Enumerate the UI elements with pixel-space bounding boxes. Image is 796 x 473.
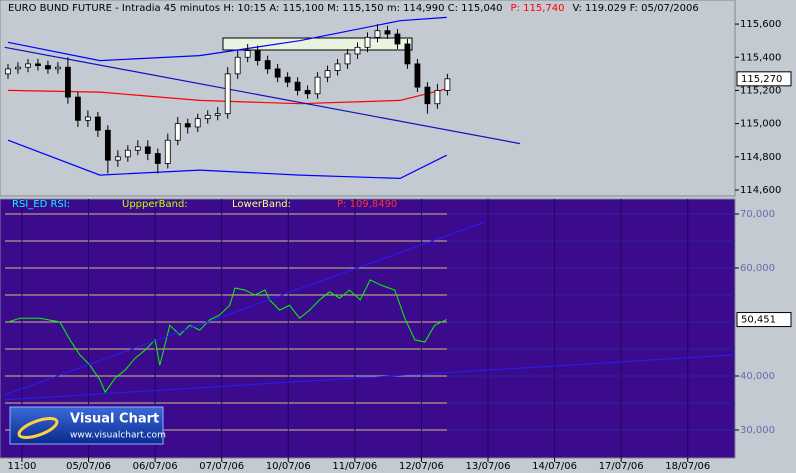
x-tick-label: 11/07/06 <box>332 461 377 472</box>
candle-body <box>25 63 31 68</box>
candle-body <box>374 30 381 38</box>
x-tick-label: 06/07/06 <box>133 461 178 472</box>
candle-body <box>224 73 231 115</box>
indicator-label: UppperBand: <box>122 199 188 210</box>
candle-body <box>284 76 291 83</box>
logo-box <box>9 406 164 445</box>
candle-body <box>414 63 421 88</box>
candle-body <box>354 46 361 55</box>
x-tick-label: 13/07/06 <box>466 461 511 472</box>
candle-body <box>304 90 311 95</box>
series-line <box>4 221 485 396</box>
candle-body <box>55 66 61 70</box>
candle-body <box>394 33 401 45</box>
candle-body <box>164 139 171 164</box>
candle-body <box>45 65 51 70</box>
logo: Visual Chart www.visualchart.com <box>9 406 166 445</box>
candle-body <box>434 90 441 105</box>
x-tick-label: 14/07/06 <box>532 461 577 472</box>
candle-body <box>254 50 261 61</box>
candle-body <box>15 66 21 70</box>
candle-body <box>214 113 221 116</box>
title-part: V: 119.029 F: 05/07/2006 <box>572 3 698 14</box>
candle-body <box>244 50 251 58</box>
candle-body <box>134 146 141 151</box>
y-tick-label: 114,800 <box>740 152 781 163</box>
candle-body <box>334 63 341 71</box>
candle-body <box>344 53 351 65</box>
candle-body <box>364 36 371 48</box>
candle-body <box>444 78 451 91</box>
candle-body <box>104 129 111 161</box>
price-panel <box>0 0 736 197</box>
candle-body <box>74 96 81 121</box>
series-line <box>4 354 735 401</box>
candle-body <box>194 118 201 128</box>
candle-body <box>144 146 151 154</box>
candle-body <box>65 66 71 98</box>
x-tick-label: 07/07/06 <box>199 461 244 472</box>
overlay-line <box>4 46 521 145</box>
logo-title: Visual Chart <box>70 412 159 427</box>
title-part: P: 115,740 <box>511 3 565 14</box>
x-tick-label: 11:00 <box>8 461 37 472</box>
candle-body <box>324 70 331 78</box>
price-layer <box>4 16 521 180</box>
rsi-layer <box>4 199 735 458</box>
title-part: EURO BUND FUTURE - Intradia 45 minutos H… <box>8 3 503 14</box>
x-tick-label: 05/07/06 <box>66 461 111 472</box>
candle-body <box>174 123 181 141</box>
y-tick-label: 114,600 <box>740 185 781 196</box>
overlay-line <box>7 88 447 105</box>
x-tick-label: 17/07/06 <box>599 461 644 472</box>
candle-body <box>384 30 391 35</box>
candle-body <box>5 68 11 75</box>
last-value-label: 115,270 <box>741 74 782 85</box>
last-value-box <box>736 312 792 328</box>
candle-body <box>204 114 211 120</box>
last-value-label: 50,451 <box>741 315 776 326</box>
candle-body <box>154 153 161 164</box>
y-tick-label: 40,000 <box>740 371 775 382</box>
candle-body <box>314 76 321 95</box>
y-tick-label: 60,000 <box>740 263 775 274</box>
logo-url: www.visualchart.com <box>70 431 166 441</box>
candle-body <box>35 63 41 66</box>
candle-body <box>424 86 431 105</box>
indicator-label: P: 109,8490 <box>337 199 397 210</box>
candle-body <box>84 116 91 121</box>
y-tick-label: 70,000 <box>740 209 775 220</box>
y-tick-label: 115,200 <box>740 85 781 96</box>
indicator-label: RSI_ED RSI: <box>12 199 70 210</box>
y-tick-label: 115,600 <box>740 19 781 30</box>
candle-body <box>124 149 131 158</box>
candle-body <box>294 81 301 91</box>
logo-icon <box>17 417 59 439</box>
candle-body <box>264 60 271 70</box>
candle-body <box>94 116 101 131</box>
candle-body <box>274 68 281 78</box>
chart-title: EURO BUND FUTURE - Intradia 45 minutos H… <box>8 3 699 14</box>
overlay-line <box>7 16 447 62</box>
candle-body <box>234 56 241 75</box>
x-tick-label: 10/07/06 <box>266 461 311 472</box>
x-tick-label: 12/07/06 <box>399 461 444 472</box>
y-tick-label: 115,000 <box>740 119 781 130</box>
x-tick-label: 18/07/06 <box>665 461 710 472</box>
labels-layer: 114,600 114,800 115,000 115,200 115,400 115,6… <box>8 3 792 472</box>
indicator-label: LowerBand: <box>232 199 291 210</box>
overlay-line <box>7 139 447 180</box>
last-value-box <box>736 71 792 87</box>
candle-body <box>404 43 411 65</box>
candle-body <box>114 156 121 161</box>
series-line <box>7 279 447 394</box>
y-tick-label: 115,400 <box>740 52 781 63</box>
candle-body <box>184 123 191 128</box>
y-tick-label: 30,000 <box>740 425 775 436</box>
